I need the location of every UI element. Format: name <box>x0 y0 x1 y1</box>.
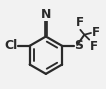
Text: N: N <box>41 8 51 21</box>
Text: S: S <box>74 39 83 52</box>
Text: F: F <box>91 26 99 39</box>
Text: F: F <box>90 40 98 53</box>
Text: Cl: Cl <box>4 39 18 52</box>
Text: F: F <box>76 16 84 29</box>
